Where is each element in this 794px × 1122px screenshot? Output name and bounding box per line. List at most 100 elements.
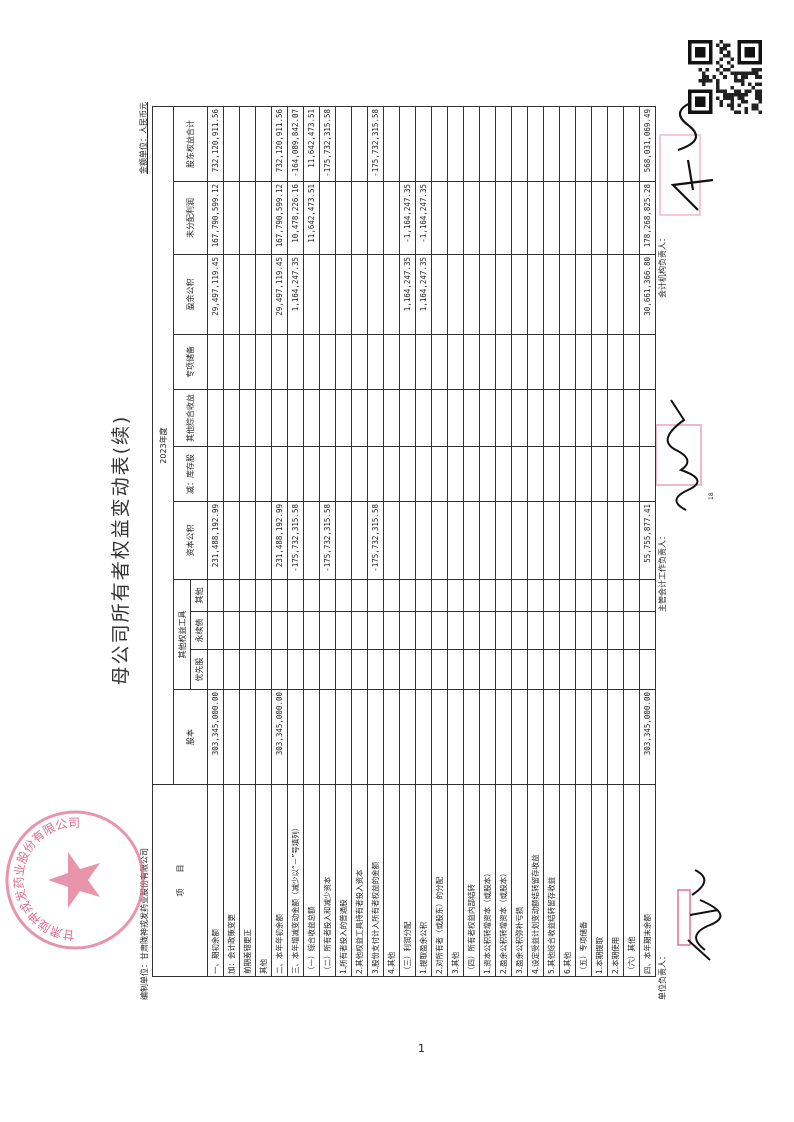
table-cell — [623, 334, 640, 390]
table-cell — [623, 611, 640, 650]
row-label: 四、本年期末余额 — [639, 784, 656, 977]
table-cell — [463, 649, 480, 690]
header-item: 项 目 — [152, 784, 208, 977]
table-cell — [223, 611, 240, 650]
row-label: （五）专项储备 — [575, 784, 592, 977]
row-label: （二）所有者投入和减少资本 — [319, 784, 336, 977]
table-cell — [495, 649, 512, 690]
table-cell — [399, 446, 416, 502]
row-label: 3.股份支付计入所有者权益的金额 — [367, 784, 384, 977]
table-cell — [303, 501, 320, 580]
table-cell — [415, 106, 432, 182]
table-cell — [431, 389, 448, 447]
table-cell — [591, 689, 608, 785]
header-special-reserve: 专项储备 — [173, 334, 208, 390]
table-cell — [623, 649, 640, 690]
table-cell — [271, 446, 288, 502]
table-cell — [431, 579, 448, 612]
table-cell — [415, 334, 432, 390]
row-label: 2.其他权益工具持有者投入资本 — [351, 784, 368, 977]
table-cell — [239, 181, 256, 255]
table-cell: 29,497,119.45 — [271, 254, 288, 335]
table-cell — [479, 389, 496, 447]
table-row: 三、本年增减变动金额（减少以“－”号填列） -175,732,315.58 1,16… — [287, 106, 304, 977]
table-cell: 732,120,911.56 — [271, 106, 288, 182]
table-cell — [351, 106, 368, 182]
table-cell — [351, 389, 368, 447]
table-cell — [367, 254, 384, 335]
table-cell: 303,345,000.00 — [639, 689, 656, 785]
table-cell — [431, 106, 448, 182]
table-cell — [559, 649, 576, 690]
table-cell: -1,164,247.35 — [415, 181, 432, 255]
table-cell — [639, 389, 656, 447]
table-cell — [351, 501, 368, 580]
table-cell — [303, 389, 320, 447]
table-cell — [255, 501, 272, 580]
table-cell — [319, 334, 336, 390]
table-cell — [607, 181, 624, 255]
table-cell — [367, 689, 384, 785]
table-row: 其他 — [255, 106, 272, 977]
table-cell — [607, 334, 624, 390]
table-cell — [543, 611, 560, 650]
table-cell — [447, 106, 464, 182]
table-cell — [223, 501, 240, 580]
table-cell — [511, 611, 528, 650]
table-cell — [527, 689, 544, 785]
row-label: （六）其他 — [623, 784, 640, 977]
header-retained-earnings: 未分配利润 — [173, 181, 208, 255]
row-label: 1.提取盈余公积 — [415, 784, 432, 977]
row-label: 加：会计政策变更 — [223, 784, 240, 977]
table-cell — [287, 446, 304, 502]
table-cell: 231,488,192.99 — [271, 501, 288, 580]
table-cell — [271, 649, 288, 690]
table-cell — [591, 389, 608, 447]
table-cell — [447, 611, 464, 650]
table-cell — [431, 254, 448, 335]
row-label: 1.资本公积转增资本（或股本） — [479, 784, 496, 977]
table-cell — [527, 649, 544, 690]
table-cell: 178,268,825.28 — [639, 181, 656, 255]
table-cell — [543, 334, 560, 390]
row-label: 2.本期使用 — [607, 784, 624, 977]
table-cell — [255, 611, 272, 650]
equity-changes-table: 项 目 2023年度 股本 其他权益工具 资本公积 减：库存股 其他综合收益 专… — [152, 106, 656, 977]
rotated-document: 母公司所有者权益变动表(续) 金额单位：人民币元 编制单位：甘肃陇神戎发药业股份… — [110, 80, 730, 1020]
table-cell — [623, 501, 640, 580]
table-row: 二、本年年初余额 303,345,000.00 231,488,192.99 29,4… — [271, 106, 288, 977]
table-cell — [623, 181, 640, 255]
table-cell — [319, 446, 336, 502]
table-cell — [383, 501, 400, 580]
table-cell — [527, 181, 544, 255]
table-cell — [463, 689, 480, 785]
table-cell — [223, 254, 240, 335]
table-cell — [223, 579, 240, 612]
table-cell: 568,031,069.49 — [639, 106, 656, 182]
table-cell — [463, 181, 480, 255]
table-cell — [559, 579, 576, 612]
table-cell — [319, 649, 336, 690]
table-cell — [335, 689, 352, 785]
table-row: 前期差错更正 — [239, 106, 256, 977]
table-cell — [591, 501, 608, 580]
table-row: 4.设定受益计划变动额结转留存收益 — [527, 106, 544, 977]
table-cell — [591, 649, 608, 690]
table-cell: -164,089,842.07 — [287, 106, 304, 182]
table-row: 4.其他 — [383, 106, 400, 977]
table-cell — [479, 611, 496, 650]
table-cell — [207, 446, 224, 502]
table-cell — [303, 254, 320, 335]
table-cell: 732,120,911.56 — [207, 106, 224, 182]
header-perpetual: 永续债 — [190, 611, 208, 650]
table-cell — [239, 254, 256, 335]
table-cell — [639, 334, 656, 390]
table-cell — [399, 611, 416, 650]
table-cell — [623, 106, 640, 182]
header-year: 2023年度 — [152, 106, 174, 785]
table-cell — [479, 254, 496, 335]
table-cell — [255, 446, 272, 502]
table-cell — [607, 689, 624, 785]
table-cell — [511, 181, 528, 255]
table-cell — [607, 649, 624, 690]
